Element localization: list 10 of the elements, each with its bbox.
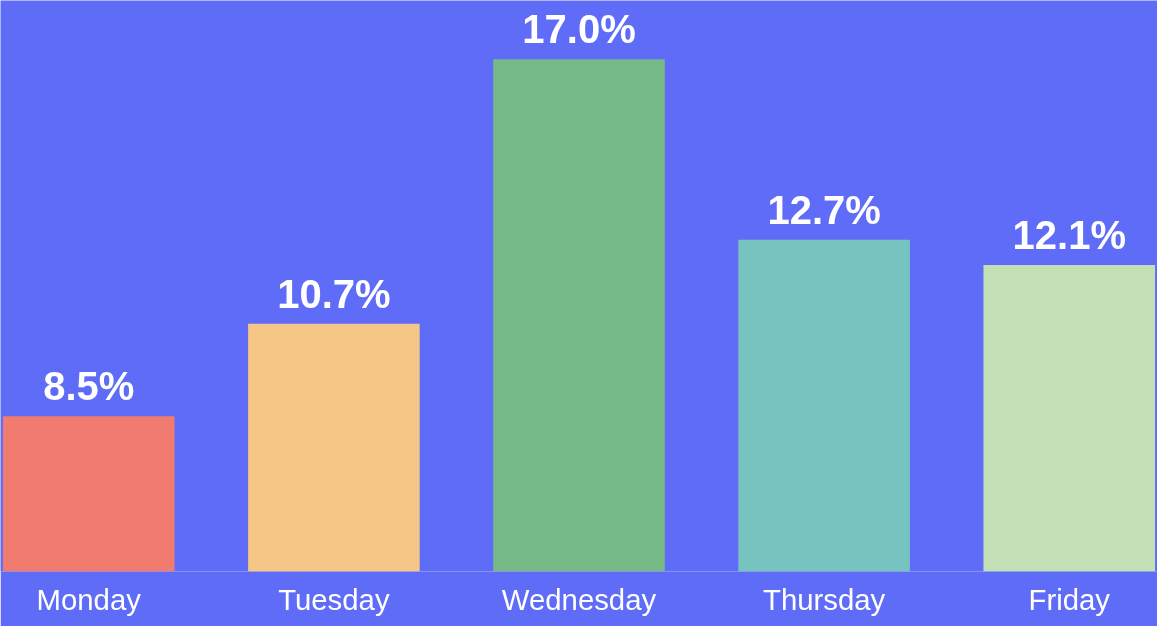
data-label: 8.5% [43, 364, 135, 409]
data-label: 10.7% [277, 271, 391, 316]
x-tick-label: Tuesday [278, 582, 390, 616]
x-tick-label: Friday [1028, 582, 1111, 616]
data-label: 12.1% [1012, 213, 1126, 258]
data-label: 12.7% [767, 187, 881, 232]
x-tick-label: Wednesday [501, 582, 657, 616]
x-tick-label: Thursday [763, 582, 886, 616]
x-tick-label: Monday [36, 582, 142, 616]
data-label: 17.0% [522, 7, 636, 52]
